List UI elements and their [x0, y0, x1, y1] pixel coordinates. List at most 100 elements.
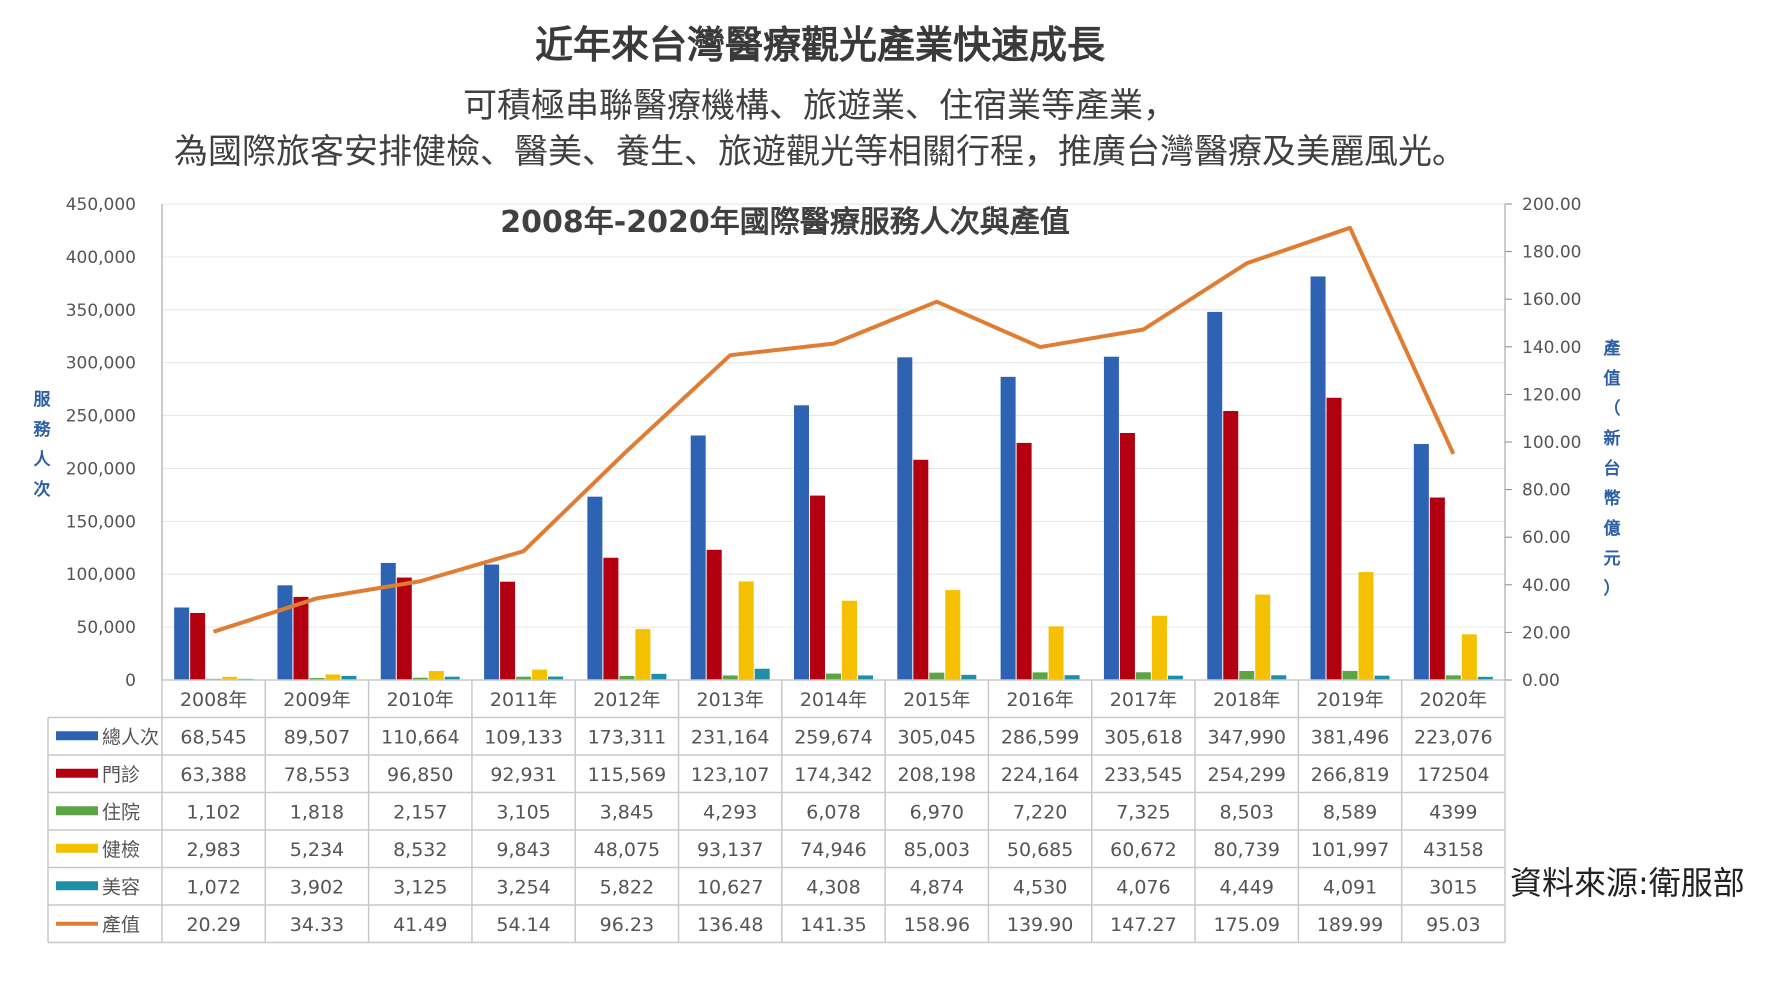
data-label-1-12: 172504 — [1417, 764, 1490, 786]
x-tick-label: 2015年 — [903, 689, 970, 711]
legend-swatch-1 — [56, 768, 98, 778]
bar-1-10 — [1223, 411, 1239, 680]
bar-2-4 — [619, 675, 635, 680]
y-axis-label-char: 務 — [34, 419, 52, 440]
bar-4-6 — [858, 675, 873, 680]
y-tick-label: 350,000 — [66, 301, 136, 321]
output-point-12 — [1452, 453, 1454, 455]
bar-0-7 — [897, 357, 913, 680]
data-label-1-1: 78,553 — [284, 764, 350, 786]
bar-2-1 — [309, 678, 325, 680]
y2-axis-label-char: 值 — [1604, 368, 1621, 389]
legend-swatch-2 — [56, 806, 98, 816]
bar-2-3 — [516, 676, 532, 680]
bar-3-1 — [325, 674, 341, 680]
legend-swatch-3 — [56, 843, 98, 853]
data-label-1-10: 254,299 — [1207, 764, 1286, 786]
x-tick-label: 2016年 — [1006, 689, 1073, 711]
x-tick-label: 2011年 — [490, 689, 557, 711]
data-label-3-5: 93,137 — [697, 839, 763, 861]
y2-tick-label: 120.00 — [1522, 385, 1581, 405]
data-label-1-7: 208,198 — [898, 764, 977, 786]
data-label-0-10: 347,990 — [1207, 726, 1286, 748]
output-point-6 — [833, 343, 834, 345]
x-tick-label: 2012年 — [593, 689, 660, 711]
data-label-5-10: 175.09 — [1213, 914, 1279, 936]
data-label-2-10: 8,503 — [1220, 801, 1274, 823]
data-label-3-3: 9,843 — [496, 839, 550, 861]
data-label-2-6: 6,078 — [806, 801, 860, 823]
data-label-1-9: 233,545 — [1104, 764, 1183, 786]
bar-4-8 — [1064, 675, 1080, 680]
x-tick-label: 2018年 — [1213, 689, 1280, 711]
bar-2-10 — [1239, 671, 1255, 680]
y2-axis-label-char: 新 — [1604, 428, 1621, 449]
bar-1-4 — [603, 557, 619, 680]
data-label-4-0: 1,072 — [186, 876, 240, 898]
data-label-0-2: 110,664 — [381, 726, 460, 748]
bar-3-5 — [738, 581, 754, 680]
bar-2-2 — [412, 677, 428, 680]
data-label-0-0: 68,545 — [180, 726, 246, 748]
bar-0-12 — [1413, 444, 1429, 680]
data-label-1-4: 115,569 — [588, 764, 667, 786]
data-label-0-3: 109,133 — [484, 726, 563, 748]
page-subtitle-line-2: 為國際旅客安排健檢、醫美、養生、旅遊觀光等相關行程，推廣台灣醫療及美麗風光。 — [174, 132, 1466, 172]
bar-1-5 — [706, 549, 722, 680]
data-label-2-4: 3,845 — [600, 801, 654, 823]
bar-4-1 — [341, 675, 357, 680]
data-label-5-0: 20.29 — [186, 914, 240, 936]
output-point-7 — [936, 301, 938, 303]
y2-tick-label: 140.00 — [1522, 338, 1581, 358]
chart-title: 2008年-2020年國際醫療服務人次與產值 — [500, 205, 1069, 240]
data-label-4-12: 3015 — [1429, 876, 1477, 898]
bar-2-8 — [1032, 672, 1048, 680]
bar-0-11 — [1310, 276, 1326, 680]
bar-1-3 — [500, 581, 516, 680]
legend-swatch-0 — [56, 731, 98, 741]
bar-0-3 — [484, 564, 500, 680]
data-label-2-1: 1,818 — [290, 801, 344, 823]
data-label-0-1: 89,507 — [284, 726, 350, 748]
data-label-3-10: 80,739 — [1213, 839, 1279, 861]
y-tick-label: 400,000 — [66, 248, 136, 268]
output-point-5 — [729, 354, 731, 356]
legend-label-4: 美容 — [102, 876, 140, 898]
data-label-4-9: 4,076 — [1116, 876, 1170, 898]
data-label-1-3: 92,931 — [490, 764, 556, 786]
y2-tick-label: 0.00 — [1522, 671, 1560, 691]
data-label-5-6: 141.35 — [800, 914, 866, 936]
data-label-5-1: 34.33 — [290, 914, 344, 936]
output-point-4 — [626, 450, 628, 452]
data-label-0-11: 381,496 — [1311, 726, 1390, 748]
bar-2-7 — [929, 672, 945, 680]
bar-0-8 — [1000, 376, 1016, 680]
bar-3-11 — [1358, 572, 1374, 680]
bar-3-7 — [945, 590, 961, 680]
data-label-3-2: 8,532 — [393, 839, 447, 861]
data-label-1-0: 63,388 — [180, 764, 246, 786]
bar-1-6 — [810, 495, 825, 680]
data-label-0-12: 223,076 — [1414, 726, 1493, 748]
y-tick-label: 250,000 — [66, 407, 136, 427]
legend-label-1: 門診 — [102, 764, 140, 786]
x-tick-label: 2010年 — [387, 689, 454, 711]
bar-3-9 — [1151, 615, 1167, 680]
data-label-4-1: 3,902 — [290, 876, 344, 898]
data-label-3-9: 60,672 — [1110, 839, 1176, 861]
bar-0-4 — [587, 496, 603, 680]
data-label-4-3: 3,254 — [496, 876, 550, 898]
data-label-3-7: 85,003 — [904, 839, 970, 861]
bar-4-4 — [651, 673, 667, 680]
x-tick-label: 2009年 — [283, 689, 350, 711]
x-tick-label: 2013年 — [697, 689, 764, 711]
bar-1-1 — [293, 596, 309, 680]
data-label-2-5: 4,293 — [703, 801, 757, 823]
bar-1-9 — [1119, 432, 1135, 680]
bar-4-3 — [548, 676, 564, 680]
output-point-3 — [523, 550, 525, 552]
y2-tick-label: 40.00 — [1522, 576, 1571, 596]
data-label-4-6: 4,308 — [806, 876, 860, 898]
bar-3-2 — [428, 670, 444, 680]
bar-2-11 — [1342, 670, 1358, 680]
